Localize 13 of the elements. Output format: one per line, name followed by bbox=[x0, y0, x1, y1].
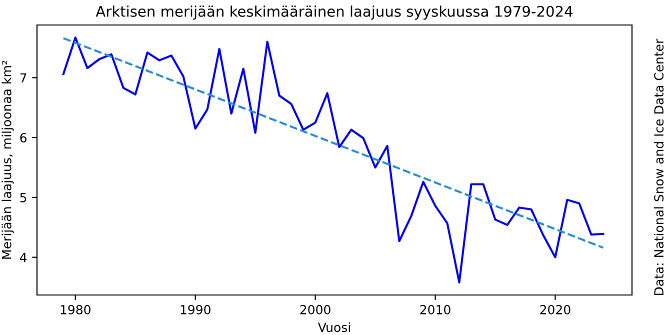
y-tick-label: 4 bbox=[20, 252, 27, 262]
x-tick-label: 1980 bbox=[60, 304, 90, 314]
x-axis-title: Vuosi bbox=[318, 322, 350, 332]
y-tick-label: 6 bbox=[20, 133, 26, 142]
x-tick-label: 2000 bbox=[300, 304, 330, 314]
x-tick-label: 1990 bbox=[180, 304, 210, 314]
chart-title: Arktisen merijään keskimääräinen laajuus syyskuussa 1979-2024 bbox=[96, 6, 573, 20]
x-tick-label: 2010 bbox=[420, 304, 450, 314]
y-tick-label: 7 bbox=[20, 73, 26, 82]
y-axis-title: Merijään laajuus, miljoonaa km² bbox=[2, 60, 14, 259]
x-tick-label: 2020 bbox=[540, 304, 570, 314]
text: Data: National Snow and Ice Data Center bbox=[654, 38, 664, 295]
y-tick-label: 5 bbox=[20, 193, 26, 202]
